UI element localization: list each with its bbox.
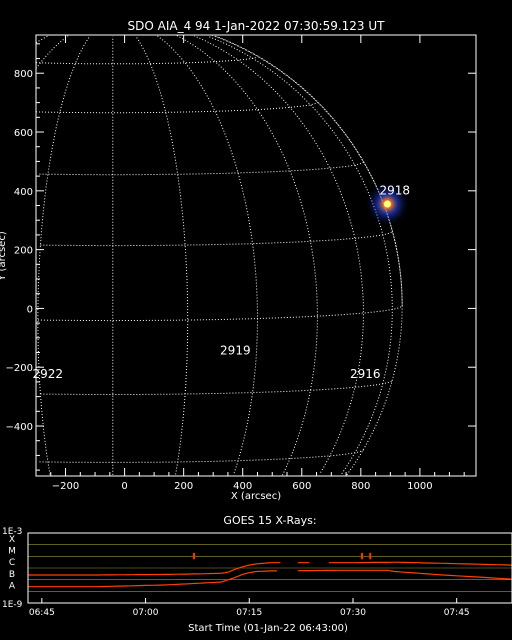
y-tick-label: 400 <box>14 187 33 198</box>
goes-y-top-label: 1E-3 <box>2 527 22 537</box>
sun-plot-frame <box>35 34 477 477</box>
longitude-line <box>135 36 189 475</box>
goes-flux-line <box>28 561 512 576</box>
goes-class-level-lines <box>28 544 512 592</box>
latitude-line <box>37 305 403 322</box>
longitude-line <box>37 36 91 475</box>
solar-limb <box>216 36 403 476</box>
goes-class-label: C <box>9 558 15 568</box>
x-tick-label: 400 <box>233 481 252 492</box>
y-tick-label: −200 <box>6 363 33 374</box>
goes-flare-markers <box>192 552 372 560</box>
y-tick-label: 600 <box>14 128 33 139</box>
goes-flux-line <box>28 569 512 588</box>
goes-class-label: B <box>9 570 15 580</box>
x-tick-label: 600 <box>292 481 311 492</box>
goes-xray-panel: GOES 15 X-Rays: X M C B A 1E-3 1E-9 06:45 07:00 0… <box>0 512 512 640</box>
latitude-line <box>40 379 393 395</box>
goes-flux-series <box>28 561 512 588</box>
x-tick-label: 800 <box>351 481 370 492</box>
goes-plot-frame <box>27 532 512 604</box>
flare-core <box>383 200 391 208</box>
y-tick-label: 200 <box>14 246 33 257</box>
sdo-aia-image-panel: SDO AIA_4 94 1-Jan-2022 07:30:59.123 UT … <box>0 0 512 512</box>
active-region-label: 2922 <box>33 367 64 381</box>
active-region-labels: 2918 2919 2916 2922 <box>33 183 411 381</box>
goes-x-tick-label: 06:45 <box>29 608 55 618</box>
goes-x-axis-label: Start Time (01-Jan-22 06:43:00) <box>188 623 348 634</box>
sun-axes: −200 0 200 400 600 800 1000 −400 −200 0 200 400 600 8… <box>6 35 476 492</box>
active-region-label: 2916 <box>350 367 381 381</box>
longitude-line <box>157 35 258 474</box>
sun-y-axis-label: Y (arcsec) <box>0 231 8 282</box>
active-region-label: 2918 <box>380 183 411 197</box>
latitude-line <box>39 449 364 463</box>
x-tick-label: 1000 <box>407 481 432 492</box>
latitude-line <box>40 230 393 247</box>
latitude-line <box>36 56 258 65</box>
x-tick-label: 0 <box>121 481 127 492</box>
x-tick-label: 200 <box>174 481 193 492</box>
y-tick-label: 0 <box>27 304 33 315</box>
longitude-line <box>208 35 393 474</box>
y-tick-label: 800 <box>14 69 33 80</box>
solar-image-plot: SDO AIA_4 94 1-Jan-2022 07:30:59.123 UT … <box>0 19 477 502</box>
active-region-label: 2919 <box>220 344 251 358</box>
goes-class-label: X <box>9 535 15 545</box>
longitude-line <box>194 35 364 473</box>
heliographic-grid <box>35 34 403 476</box>
x-tick-label: −200 <box>52 481 79 492</box>
latitude-line <box>36 101 318 114</box>
goes-x-tick-label: 07:00 <box>133 608 159 618</box>
longitude-line <box>35 34 50 44</box>
y-tick-label: −400 <box>6 422 33 433</box>
goes-x-tick-label: 07:30 <box>340 608 366 618</box>
goes-class-label: A <box>9 582 16 592</box>
goes-class-label: M <box>8 547 16 557</box>
goes-plot-title: GOES 15 X-Rays: <box>223 514 316 527</box>
latitude-line <box>39 161 364 176</box>
sun-x-axis-label: X (arcsec) <box>231 491 281 502</box>
goes-y-bottom-label: 1E-9 <box>2 600 23 610</box>
longitude-line <box>175 34 318 476</box>
goes-x-tick-label: 07:15 <box>236 608 262 618</box>
goes-x-tick-label: 07:45 <box>444 608 470 618</box>
flare-source <box>365 182 410 227</box>
sun-plot-title: SDO AIA_4 94 1-Jan-2022 07:30:59.123 UT <box>128 19 386 33</box>
